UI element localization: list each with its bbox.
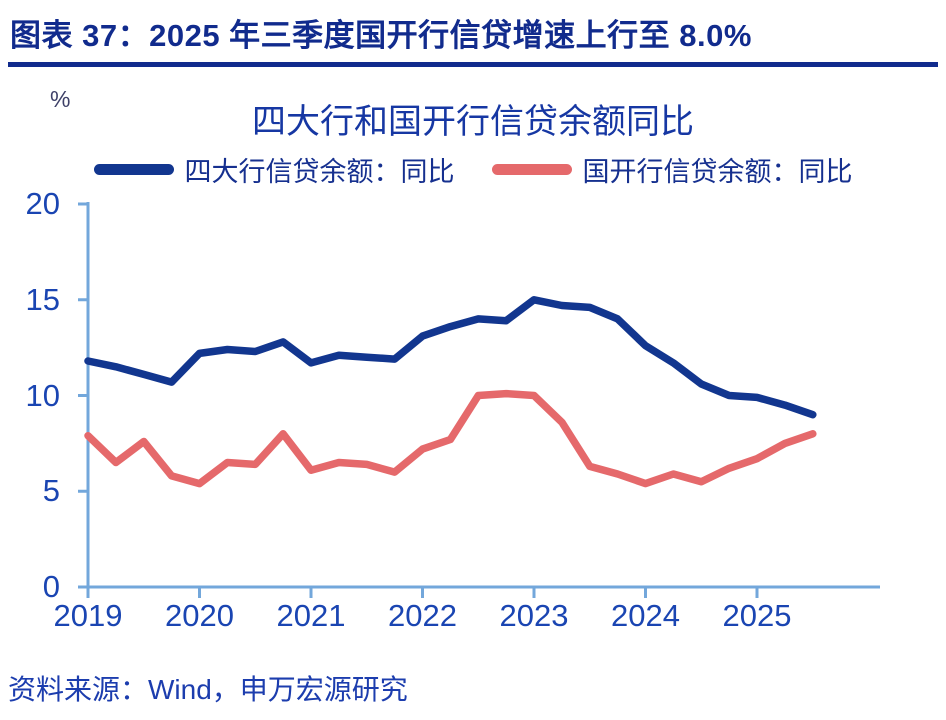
y-axis-label-20: 20 <box>25 186 60 221</box>
source-note: 资料来源：Wind，申万宏源研究 <box>8 674 408 705</box>
chart-legend: 四大行信贷余额：同比 国开行信贷余额：同比 <box>0 150 946 189</box>
legend-swatch-blue-line-icon <box>93 164 174 175</box>
x-axis-label-2025: 2025 <box>722 598 792 633</box>
plot-svg <box>78 202 880 598</box>
legend-label-cdb: 国开行信贷余额：同比 <box>582 157 853 187</box>
chart-title: 四大行和国开行信贷余额同比 <box>252 103 694 141</box>
x-axis-label-2020: 2020 <box>165 598 234 633</box>
series-line-1 <box>84 389 817 488</box>
x-axis-label-2024: 2024 <box>611 598 680 633</box>
y-axis-label-0: 0 <box>42 569 60 604</box>
y-axis-label-5: 5 <box>42 473 60 509</box>
x-axis-label-2022: 2022 <box>388 598 457 633</box>
legend-item-cdb: 国开行信贷余额：同比 <box>491 150 853 189</box>
legend-item-big4-banks: 四大行信贷余额：同比 <box>93 150 455 189</box>
legend-swatch-red-line-icon <box>491 164 572 175</box>
y-axis-label-15: 15 <box>25 281 60 317</box>
x-axis-label-2023: 2023 <box>499 598 569 633</box>
title-underline-rule <box>8 62 938 67</box>
y-axis-unit-label: % <box>50 86 71 112</box>
figure-title: 图表 37：2025 年三季度国开行信贷增速上行至 8.0% <box>10 18 752 53</box>
y-axis-label-10: 10 <box>25 377 60 413</box>
legend-label-big4: 四大行信贷余额：同比 <box>184 157 455 187</box>
x-axis-label-2019: 2019 <box>53 598 123 633</box>
series-line-0 <box>84 296 817 419</box>
x-axis-label-2021: 2021 <box>276 598 346 633</box>
